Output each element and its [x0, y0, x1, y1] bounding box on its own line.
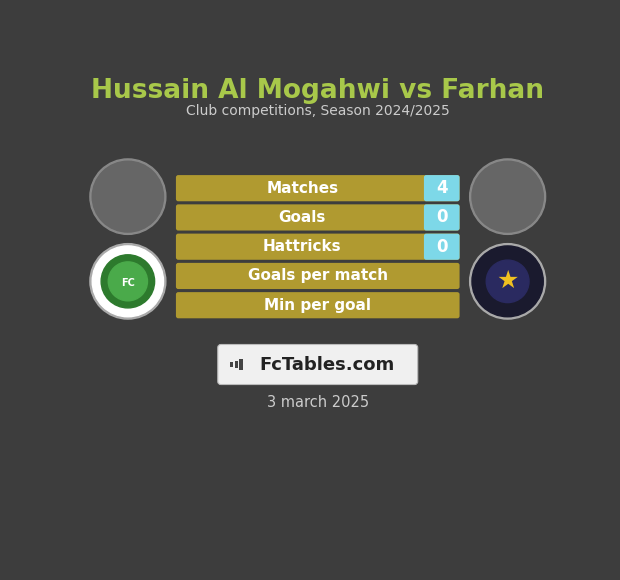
FancyBboxPatch shape	[176, 175, 459, 201]
Text: Min per goal: Min per goal	[264, 298, 371, 313]
Bar	[235, 361, 238, 368]
Text: Matches: Matches	[266, 181, 339, 195]
Text: 0: 0	[436, 208, 448, 226]
Text: Club competitions, Season 2024/2025: Club competitions, Season 2024/2025	[186, 104, 450, 118]
Circle shape	[92, 161, 164, 232]
Circle shape	[472, 161, 543, 232]
Circle shape	[108, 262, 148, 301]
FancyBboxPatch shape	[424, 175, 459, 201]
Circle shape	[472, 246, 543, 317]
FancyBboxPatch shape	[424, 234, 459, 260]
Circle shape	[90, 244, 166, 319]
Circle shape	[470, 244, 546, 319]
Text: Hattricks: Hattricks	[263, 239, 342, 254]
Circle shape	[90, 159, 166, 234]
FancyBboxPatch shape	[176, 263, 459, 289]
Circle shape	[92, 246, 164, 317]
FancyBboxPatch shape	[176, 204, 459, 230]
Text: Hussain Al Mogahwi vs Farhan: Hussain Al Mogahwi vs Farhan	[91, 78, 544, 104]
Text: 4: 4	[436, 179, 448, 197]
Text: FcTables.com: FcTables.com	[259, 356, 395, 374]
FancyBboxPatch shape	[424, 204, 459, 230]
Circle shape	[470, 159, 546, 234]
Text: ★: ★	[497, 269, 519, 293]
Circle shape	[486, 260, 529, 303]
FancyBboxPatch shape	[176, 292, 459, 318]
Bar	[239, 359, 242, 370]
FancyBboxPatch shape	[176, 234, 459, 260]
Text: 3 march 2025: 3 march 2025	[267, 395, 369, 409]
Circle shape	[101, 255, 154, 308]
Text: Goals: Goals	[278, 210, 326, 225]
Text: FC: FC	[121, 278, 135, 288]
FancyBboxPatch shape	[218, 345, 418, 385]
Text: Goals per match: Goals per match	[247, 269, 388, 284]
Bar	[230, 362, 233, 367]
Text: 0: 0	[436, 238, 448, 256]
